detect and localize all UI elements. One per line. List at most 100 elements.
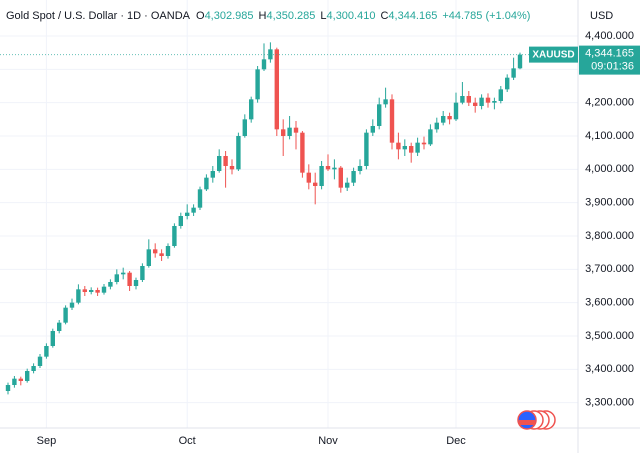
candle-body	[255, 69, 260, 100]
candle-body	[319, 166, 324, 186]
candle-body	[140, 266, 145, 280]
candle-body	[293, 127, 299, 133]
candle-body	[127, 272, 132, 286]
ohlc-value: 4,350.285	[266, 10, 315, 22]
candle-body	[197, 189, 203, 208]
x-tick-label: Sep	[37, 435, 57, 447]
candle-body	[261, 59, 267, 70]
candle-body	[5, 385, 11, 391]
currency-label: USD	[590, 10, 613, 22]
candle-body	[485, 97, 491, 103]
candle-body	[415, 142, 420, 153]
candle-body	[185, 212, 190, 216]
candle-body	[191, 207, 196, 213]
ohlc-key: C	[380, 10, 388, 22]
candle-layer	[0, 42, 578, 395]
candle-body	[505, 77, 510, 90]
y-tick-label: 3,400.000	[585, 363, 634, 375]
symbol-label: XAUUSD	[532, 49, 574, 60]
candle-body	[325, 166, 331, 170]
candle-body	[498, 89, 503, 101]
candle-body	[101, 286, 107, 293]
candle-body	[223, 156, 228, 166]
candle-body	[12, 378, 17, 385]
ohlc-value: 4,344.165	[388, 10, 437, 22]
candle-body	[159, 253, 164, 256]
y-tick-label: 3,500.000	[585, 330, 634, 342]
candle-body	[242, 119, 247, 136]
y-tick-label: 4,200.000	[585, 97, 634, 109]
label-layer: 3,300.000 3,400.000 3,500.000 3,600.000 3,70…	[6, 10, 640, 447]
candle-body	[517, 54, 523, 69]
candle-body	[31, 366, 36, 371]
candle-body	[281, 129, 286, 136]
ohlc-key: L	[320, 10, 326, 22]
candle-body	[249, 99, 254, 120]
y-tick-label: 3,700.000	[585, 263, 634, 275]
candle-body	[396, 142, 401, 150]
candle-body	[63, 307, 68, 323]
candle-body	[82, 289, 87, 292]
candle-body	[466, 96, 471, 103]
price-change: +44.785 (+1.04%)	[442, 10, 530, 22]
candle-body	[300, 132, 305, 173]
candle-body	[114, 274, 119, 282]
ohlc-value: 4,300.410	[327, 10, 376, 22]
logo	[517, 410, 556, 430]
candle-body	[57, 322, 62, 331]
candle-body	[236, 136, 241, 170]
chart-title: Gold Spot / U.S. Dollar · 1D · OANDA	[6, 10, 191, 22]
candle-body	[370, 126, 375, 133]
candle-body	[178, 216, 183, 226]
candle-body	[479, 97, 484, 106]
x-tick-label: Oct	[179, 435, 196, 447]
candle-body	[69, 302, 75, 308]
grid-layer	[0, 0, 578, 428]
candle-body	[95, 290, 100, 293]
candle-body	[210, 171, 215, 178]
candle-body	[153, 249, 158, 254]
y-tick-label: 3,300.000	[585, 397, 634, 409]
candle-body	[441, 116, 446, 123]
ohlc-key: O	[196, 10, 205, 22]
candle-body	[165, 246, 171, 256]
last-price-label: 4,344.165	[585, 48, 634, 60]
candle-body	[364, 132, 369, 166]
candle-body	[460, 96, 465, 103]
candle-body	[421, 142, 427, 145]
candle-body	[338, 167, 343, 188]
candle-body	[108, 282, 113, 287]
candle-body	[274, 49, 279, 130]
candle-body	[306, 172, 311, 183]
price-badge	[579, 45, 640, 75]
candle-body	[428, 129, 433, 145]
candle-body	[204, 177, 209, 190]
candle-body	[121, 272, 126, 275]
candle-body	[172, 226, 177, 246]
candle-body	[511, 68, 516, 78]
candle-body	[44, 346, 49, 357]
countdown-label: 09:01:36	[591, 61, 634, 73]
candle-body	[89, 290, 94, 292]
candle-body	[383, 99, 388, 105]
ohlc-value: 4,302.985	[205, 10, 254, 22]
candle-body	[146, 249, 151, 266]
y-tick-label: 4,100.000	[585, 130, 634, 142]
candle-body	[313, 182, 318, 186]
candle-body	[473, 102, 478, 106]
candle-body	[18, 378, 23, 381]
y-tick-label: 3,900.000	[585, 197, 634, 209]
candle-body	[402, 146, 407, 150]
symbol-badge	[529, 46, 578, 63]
candle-body	[25, 371, 30, 381]
x-tick-label: Dec	[446, 435, 466, 447]
candle-body	[287, 127, 292, 136]
candle-body	[389, 99, 395, 143]
candle-body	[434, 122, 439, 130]
y-tick-label: 3,800.000	[585, 230, 634, 242]
candle-body	[332, 167, 337, 170]
y-tick-label: 4,400.000	[585, 30, 634, 42]
candle-body	[50, 331, 55, 346]
candle-body	[409, 146, 414, 153]
